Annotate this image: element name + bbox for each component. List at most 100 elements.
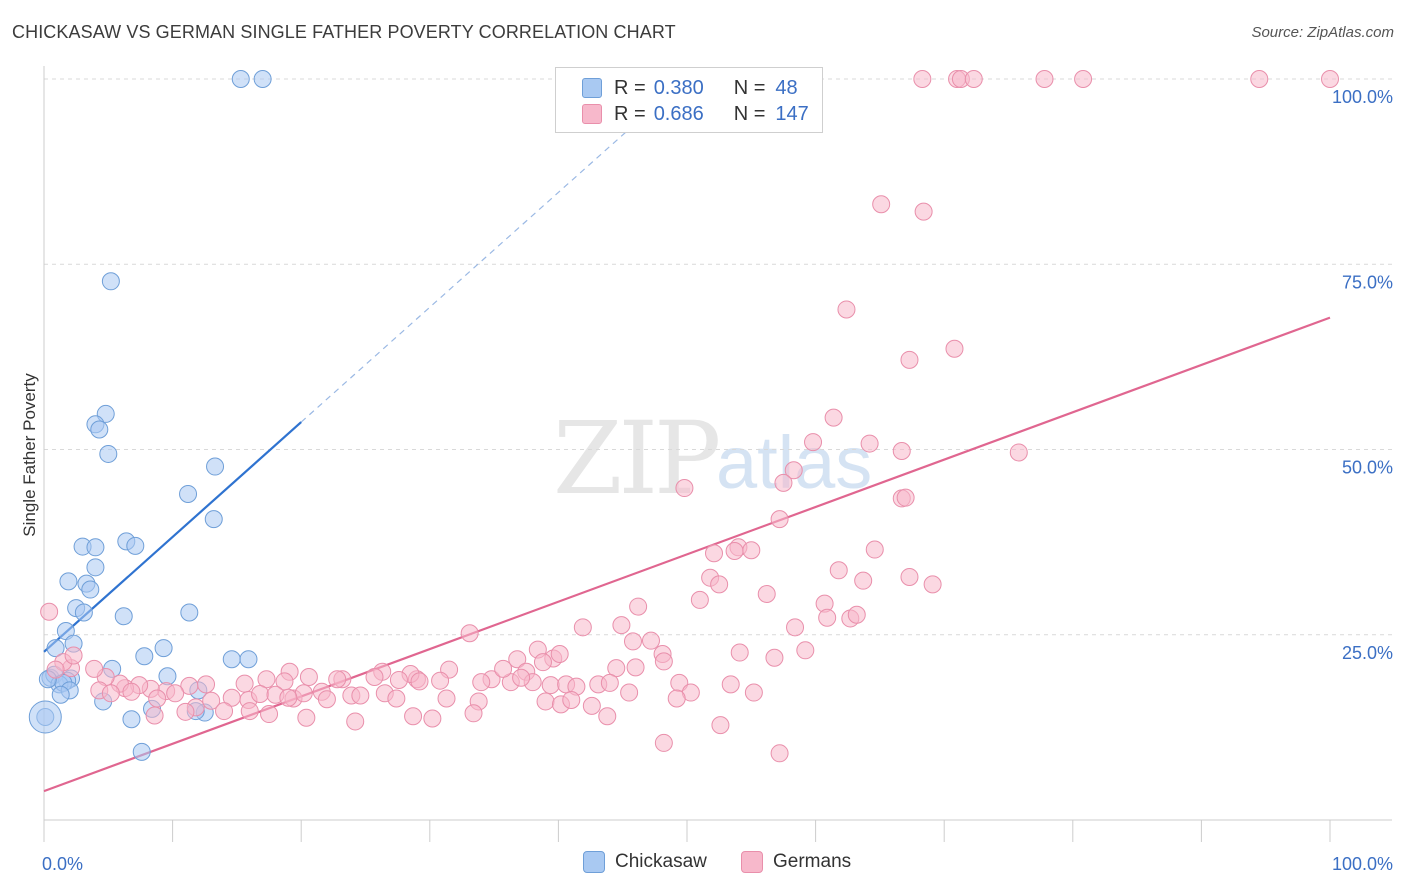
data-point-germans xyxy=(64,646,83,665)
data-point-germans xyxy=(770,744,789,763)
data-point-chickasaw xyxy=(122,710,141,729)
data-point-germans xyxy=(122,682,141,701)
data-point-germans xyxy=(598,707,617,726)
bottom-legend-chickasaw: Chickasaw xyxy=(583,851,707,873)
data-point-germans xyxy=(533,653,552,672)
data-point-germans xyxy=(770,510,789,529)
data-point-germans xyxy=(573,618,592,637)
data-point-chickasaw xyxy=(126,536,145,555)
legend-n-label: N = xyxy=(733,102,766,125)
data-point-germans xyxy=(317,690,336,709)
data-point-germans xyxy=(251,685,270,704)
bottom-legend-germans: Germans xyxy=(741,851,851,873)
data-point-germans xyxy=(757,584,776,603)
data-point-germans xyxy=(786,618,805,637)
data-point-germans xyxy=(404,707,423,726)
bottom-legend: Chickasaw Germans xyxy=(0,851,1406,877)
data-point-chickasaw xyxy=(204,510,223,529)
legend-r-label: R = xyxy=(614,102,646,125)
data-point-germans xyxy=(389,670,408,689)
data-point-germans xyxy=(536,692,555,711)
data-point-germans xyxy=(744,683,763,702)
y-tick-label: 25.0% xyxy=(1342,643,1393,663)
data-point-germans xyxy=(865,540,884,559)
data-point-germans xyxy=(623,632,642,651)
data-point-germans xyxy=(279,688,298,707)
data-point-germans xyxy=(620,683,639,702)
data-point-germans xyxy=(641,631,660,650)
data-point-germans xyxy=(260,705,279,724)
data-point-germans xyxy=(964,70,983,88)
legend-row-chickasaw: R = 0.380 N = 48 xyxy=(582,76,798,100)
data-point-chickasaw xyxy=(206,457,225,476)
data-point-germans xyxy=(1035,70,1054,88)
data-point-chickasaw xyxy=(239,650,258,669)
data-point-chickasaw xyxy=(101,272,120,291)
data-point-germans xyxy=(913,70,932,88)
data-point-germans xyxy=(711,716,730,735)
data-point-germans xyxy=(101,684,120,703)
data-point-germans xyxy=(892,441,911,460)
data-point-germans xyxy=(730,643,749,662)
bottom-legend-label-germans: Germans xyxy=(773,851,852,872)
legend-r-value: 0.686 xyxy=(653,102,704,125)
data-point-germans xyxy=(297,708,316,727)
bottom-legend-label-chickasaw: Chickasaw xyxy=(615,851,707,872)
data-point-germans xyxy=(431,671,450,690)
data-point-germans xyxy=(654,733,673,752)
legend-n-value: 48 xyxy=(775,76,798,99)
data-point-germans xyxy=(742,541,761,560)
legend-swatch-germans xyxy=(582,104,602,124)
trend-line-germans xyxy=(43,316,1331,793)
data-point-germans xyxy=(508,650,527,669)
axes xyxy=(43,66,1392,842)
data-point-chickasaw xyxy=(231,70,250,88)
data-point-germans xyxy=(854,571,873,590)
data-point-germans xyxy=(437,689,456,708)
data-point-germans xyxy=(829,561,848,580)
data-point-germans xyxy=(299,667,318,686)
data-point-germans xyxy=(582,696,601,715)
data-point-chickasaw xyxy=(180,603,199,622)
data-point-germans xyxy=(626,658,645,677)
data-point-chickasaw xyxy=(132,742,151,761)
legend-n-value: 147 xyxy=(775,102,809,125)
data-point-germans xyxy=(765,648,784,667)
data-point-germans xyxy=(667,689,686,708)
data-point-germans xyxy=(85,659,104,678)
data-point-chickasaw xyxy=(59,572,78,591)
tick-labels: 25.0% 50.0% 75.0% 100.0% 0.0% 100.0% xyxy=(42,87,1393,874)
data-point-germans xyxy=(176,702,195,721)
y-tick-label: 100.0% xyxy=(1332,87,1393,107)
x-tick-label: 100.0% xyxy=(1332,854,1393,874)
data-point-chickasaw xyxy=(74,603,93,622)
data-point-germans xyxy=(550,645,569,664)
data-point-germans xyxy=(40,602,59,621)
data-point-chickasaw xyxy=(86,538,105,557)
legend-swatch-chickasaw xyxy=(582,78,602,98)
data-point-germans xyxy=(1250,70,1269,88)
data-point-germans xyxy=(923,575,942,594)
chart-source: Source: ZipAtlas.com xyxy=(1251,24,1394,41)
y-tick-label: 50.0% xyxy=(1342,458,1393,478)
data-point-germans xyxy=(351,686,370,705)
data-point-germans xyxy=(612,616,631,635)
data-point-chickasaw xyxy=(135,647,154,666)
data-point-germans xyxy=(860,434,879,453)
data-point-chickasaw xyxy=(154,639,173,658)
data-point-germans xyxy=(654,652,673,671)
data-point-germans xyxy=(166,684,185,703)
data-point-germans xyxy=(725,542,744,561)
data-point-germans xyxy=(512,668,531,687)
data-point-chickasaw xyxy=(99,444,118,463)
data-point-germans xyxy=(197,675,216,694)
legend-n-label: N = xyxy=(733,76,766,99)
data-point-germans xyxy=(1009,443,1028,462)
data-point-germans xyxy=(464,704,483,723)
data-point-germans xyxy=(721,675,740,694)
data-point-germans xyxy=(294,684,313,703)
data-point-germans xyxy=(235,674,254,693)
data-point-germans xyxy=(494,659,513,678)
data-point-germans xyxy=(774,473,793,492)
